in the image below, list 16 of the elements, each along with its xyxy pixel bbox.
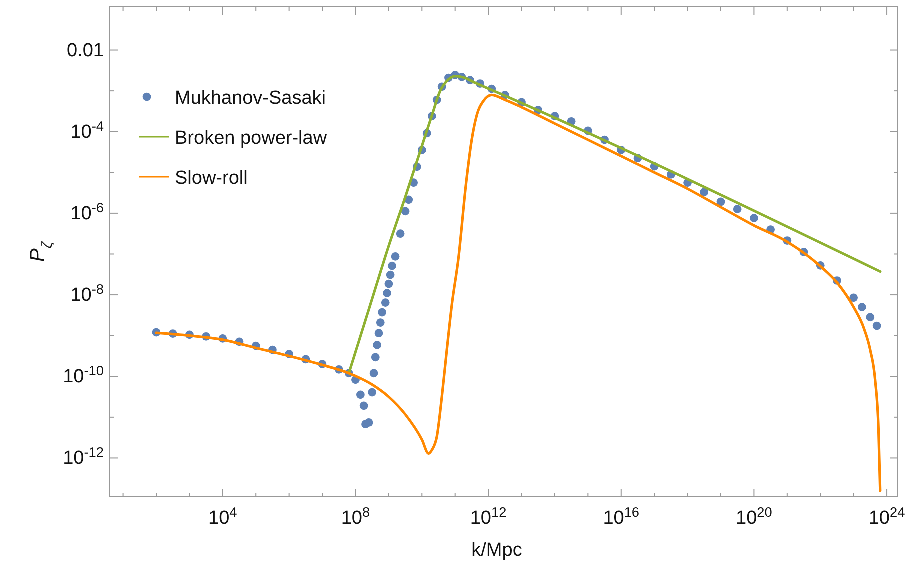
x-tick-label: 10$^{12}$	[470, 504, 507, 529]
y-tick-label: 10$^{-4}$	[70, 118, 104, 143]
x-tick-label: 10$^{16}$	[603, 504, 640, 529]
x-tick-label: 10$^{24}$	[868, 504, 906, 529]
y-tick-label: 10$^{-10}$	[63, 363, 104, 388]
y-tick-label: 10$^{-8}$	[70, 282, 104, 306]
legend-label: Slow-roll	[175, 168, 248, 189]
legend-label: Broken power-law	[175, 128, 328, 149]
y-tick-label: 0.01	[67, 40, 104, 62]
y-tick-label: 10$^{-6}$	[70, 200, 104, 224]
x-tick-label: 10$^{8}$	[341, 504, 370, 529]
x-axis-title: k/Mpc	[472, 540, 522, 561]
legend-label: Mukhanov-Sasaki	[175, 88, 326, 109]
x-tick-label: 10$^{20}$	[736, 504, 773, 529]
y-tick-label: 10$^{-12}$	[63, 444, 104, 470]
x-tick-label: 10$^{4}$	[208, 504, 238, 529]
